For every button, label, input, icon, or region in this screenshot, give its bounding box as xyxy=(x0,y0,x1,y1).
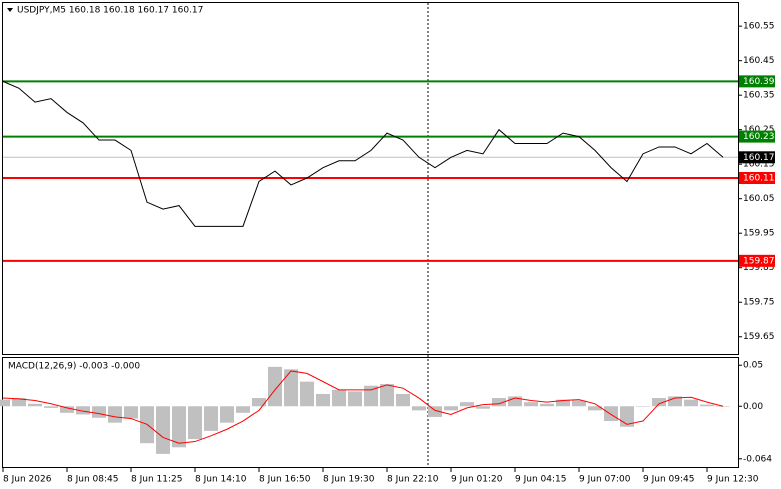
level-label-bg xyxy=(739,75,775,88)
x-tick-label: 8 Jun 14:10 xyxy=(195,475,247,485)
x-tick-label: 9 Jun 01:20 xyxy=(451,475,503,485)
macd-bar xyxy=(76,406,90,415)
macd-bar xyxy=(588,406,602,411)
y-tick-label: 159.65 xyxy=(743,332,775,342)
price-panel xyxy=(2,2,739,355)
level-label-bg xyxy=(739,130,775,143)
macd-bar xyxy=(716,406,730,407)
y-tick-label: 160.35 xyxy=(743,91,775,101)
x-tick-label: 9 Jun 12:30 xyxy=(707,475,759,485)
macd-bar xyxy=(492,398,506,407)
y-tick-label: 0.05 xyxy=(743,361,763,371)
macd-bar xyxy=(508,396,522,407)
y-tick-label: 160.05 xyxy=(743,194,775,204)
macd-bar xyxy=(332,389,346,407)
macd-bar xyxy=(204,406,218,431)
macd-bar xyxy=(236,406,250,413)
macd-bar xyxy=(380,384,394,407)
macd-bar xyxy=(28,403,42,407)
x-tick-label: 8 Jun 11:25 xyxy=(131,475,182,485)
macd-bar xyxy=(108,406,122,423)
macd-bar xyxy=(268,366,282,407)
macd-bar xyxy=(652,398,666,407)
macd-bar xyxy=(124,406,138,419)
x-tick-label: 8 Jun 22:10 xyxy=(387,475,439,485)
last-price-label: 160.17 xyxy=(743,153,775,163)
macd-bar xyxy=(60,406,74,413)
y-tick-label: 0.00 xyxy=(743,402,763,412)
macd-bar xyxy=(684,399,698,407)
macd-bar xyxy=(524,402,538,407)
macd-panel xyxy=(2,357,739,468)
macd-bar xyxy=(172,406,186,448)
macd-bar xyxy=(396,393,410,407)
x-tick-label: 9 Jun 04:15 xyxy=(515,475,566,485)
y-tick-label: 160.45 xyxy=(743,56,775,66)
macd-bar xyxy=(604,406,618,422)
x-tick-label: 9 Jun 09:45 xyxy=(643,475,694,485)
x-tick-label: 8 Jun 19:30 xyxy=(323,475,375,485)
macd-bar xyxy=(540,403,554,407)
y-tick-label: -0.064 xyxy=(743,454,772,464)
x-tick-label: 8 Jun 16:50 xyxy=(259,475,311,485)
level-label: 160.39 xyxy=(743,77,775,87)
y-tick-label: 160.55 xyxy=(743,22,775,32)
macd-bar xyxy=(188,406,202,440)
level-label: 159.87 xyxy=(743,256,775,266)
macd-bar xyxy=(412,406,426,411)
menu-icon[interactable] xyxy=(7,8,13,12)
price-line xyxy=(2,80,724,227)
x-tick-label: 8 Jun 08:45 xyxy=(67,475,118,485)
y-tick-label: 159.95 xyxy=(743,229,775,239)
macd-bar xyxy=(556,399,570,407)
macd-bar xyxy=(316,393,330,407)
macd-bar xyxy=(92,406,106,418)
macd-bar xyxy=(428,406,442,417)
macd-bar xyxy=(252,398,266,407)
macd-bar xyxy=(220,406,234,423)
level-label: 160.11 xyxy=(743,174,775,184)
macd-bar xyxy=(700,404,714,407)
x-tick-label: 8 Jun 2026 xyxy=(3,475,52,485)
macd-bar xyxy=(300,381,314,407)
chart-title: USDJPY,M5 160.18 160.18 160.17 160.17 xyxy=(17,6,203,16)
macd-bar xyxy=(364,385,378,407)
macd-bar xyxy=(668,396,682,407)
level-label-bg xyxy=(739,254,775,267)
level-label-bg xyxy=(739,172,775,184)
macd-bar xyxy=(636,406,650,407)
y-tick-label: 160.25 xyxy=(743,125,775,135)
macd-bar xyxy=(444,406,458,411)
y-tick-label: 159.85 xyxy=(743,263,775,273)
y-tick-label: 160.15 xyxy=(743,160,775,170)
macd-bar xyxy=(0,399,10,407)
macd-bar xyxy=(44,406,58,408)
macd-bar xyxy=(284,369,298,407)
last-price-bg xyxy=(739,151,775,164)
macd-bar xyxy=(476,406,490,409)
y-tick-label: 159.75 xyxy=(743,298,775,308)
macd-bar xyxy=(572,400,586,407)
signal-line xyxy=(2,370,724,444)
level-label: 160.23 xyxy=(743,132,775,142)
macd-bar xyxy=(12,398,26,407)
x-tick-label: 9 Jun 07:00 xyxy=(579,475,631,485)
macd-bar xyxy=(460,402,474,407)
macd-title: MACD(12,26,9) -0.003 -0.000 xyxy=(8,362,140,372)
macd-bar xyxy=(348,391,362,407)
macd-bar xyxy=(156,406,170,454)
